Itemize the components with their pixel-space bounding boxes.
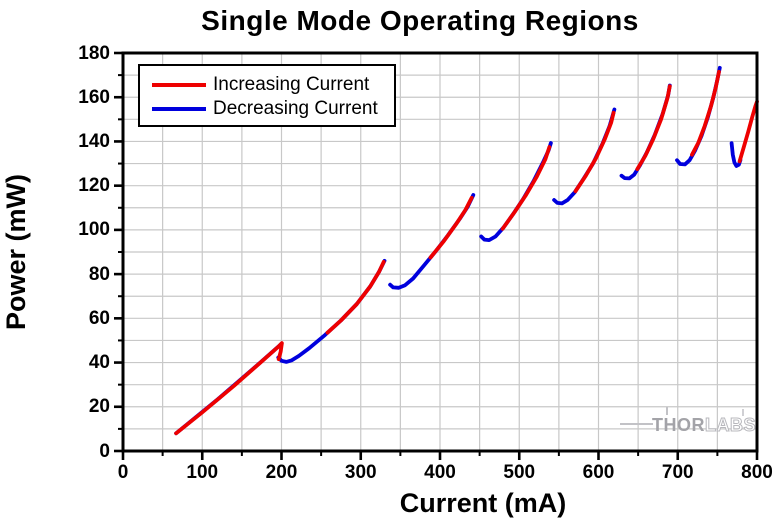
legend: Increasing Current Decreasing Current	[138, 64, 396, 127]
y-tick-label: 140	[78, 130, 110, 152]
x-axis-label: Current (mA)	[399, 488, 567, 518]
series-decreasing-current	[479, 141, 553, 242]
series-decreasing-current	[276, 258, 387, 364]
watermark-text: THORLABS	[652, 414, 756, 436]
x-tick-label: 400	[424, 462, 456, 483]
series-increasing-current	[325, 260, 386, 335]
series-increasing-current	[573, 110, 616, 194]
series-increasing-current	[500, 145, 552, 231]
y-tick-label: 100	[78, 219, 110, 241]
y-axis-label: Power (mW)	[1, 174, 31, 331]
series-increasing-current	[635, 84, 672, 171]
chart-title: Single Mode Operating Regions	[201, 5, 639, 36]
series-decreasing-current	[619, 83, 672, 181]
watermark-crosshair-tick	[742, 409, 744, 416]
watermark-labs: LABS	[705, 415, 757, 436]
thorlabs-watermark: THORLABS	[620, 407, 770, 436]
x-tick-label: 0	[117, 462, 129, 483]
legend-item: Increasing Current	[140, 73, 394, 97]
series-increasing-current	[174, 341, 284, 436]
x-tick-label: 200	[265, 462, 298, 483]
series-decreasing-current	[552, 107, 617, 206]
watermark-thor: THOR	[652, 415, 705, 435]
legend-line-sample	[152, 107, 206, 111]
legend-item: Decreasing Current	[140, 97, 394, 121]
y-tick-label: 60	[88, 307, 110, 329]
x-tick-label: 100	[186, 462, 219, 483]
legend-line-sample	[152, 83, 206, 87]
legend-label: Decreasing Current	[213, 98, 378, 119]
x-tick-label: 300	[344, 462, 377, 483]
watermark-crosshair-tick	[666, 407, 668, 415]
y-tick-label: 80	[88, 263, 110, 285]
y-tick-label: 40	[88, 352, 110, 374]
series-increasing-current	[737, 99, 759, 164]
legend-label: Increasing Current	[213, 74, 370, 95]
plot-frame	[121, 51, 759, 453]
x-tick-label: 700	[661, 462, 694, 483]
y-tick-label: 0	[99, 440, 110, 462]
x-tick-label: 600	[582, 462, 615, 483]
x-tick-label: 800	[741, 462, 773, 483]
series-increasing-current	[428, 195, 474, 260]
watermark-crosshair-line	[620, 423, 653, 425]
series-decreasing-current	[675, 65, 722, 167]
y-tick-label: 20	[88, 396, 110, 418]
y-tick-label: 180	[78, 42, 110, 64]
series-decreasing-current	[729, 141, 743, 168]
series-increasing-current	[690, 69, 721, 157]
y-tick-label: 160	[78, 86, 110, 108]
y-tick-label: 120	[78, 175, 110, 197]
x-tick-label: 500	[503, 462, 536, 483]
